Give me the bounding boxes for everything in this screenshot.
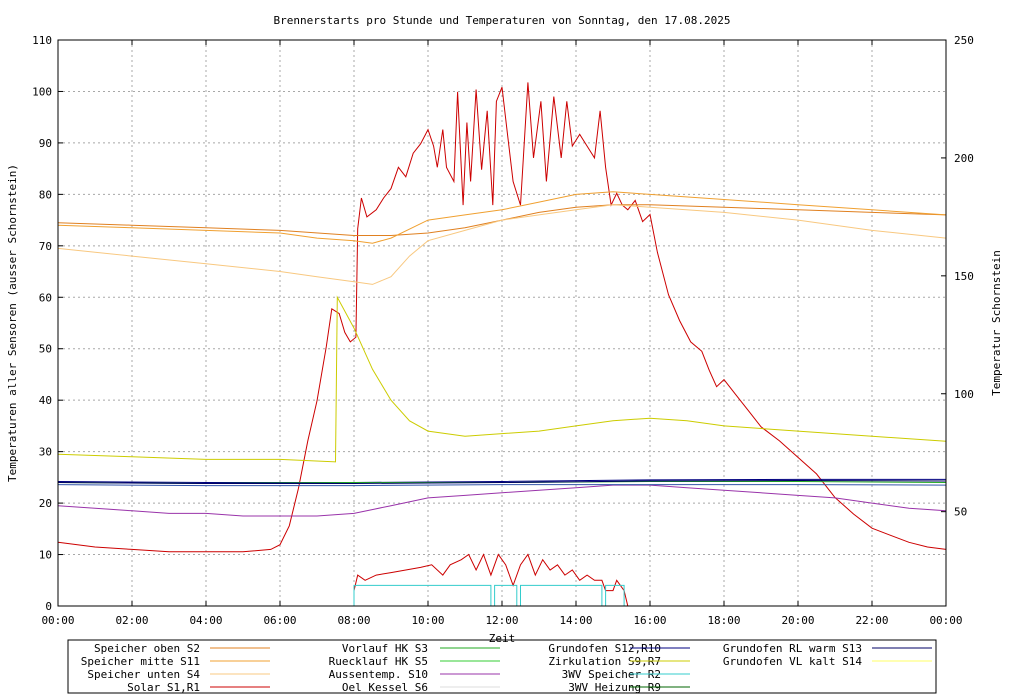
legend-label-2: Speicher unten S4 (87, 668, 200, 681)
y2-tick-label: 250 (954, 34, 974, 47)
x-tick-label: 08:00 (337, 614, 370, 627)
series-line-5 (57, 295, 947, 463)
y-tick-label: 0 (45, 600, 52, 613)
x-tick-label: 00:00 (929, 614, 962, 627)
legend-label-11: 3WV Heizung R9 (568, 681, 661, 694)
plot-frame (57, 39, 947, 607)
series-line-7 (57, 478, 946, 483)
series-group (57, 82, 947, 607)
y2-tick-label: 100 (954, 388, 974, 401)
y-tick-label: 40 (39, 394, 52, 407)
y-tick-label: 90 (39, 137, 52, 150)
chart-title: Brennerstarts pro Stunde und Temperature… (274, 14, 731, 27)
legend-label-1: Speicher mitte S11 (81, 655, 200, 668)
x-axis-label: Zeit (489, 632, 516, 645)
x-tick-label: 06:00 (263, 614, 296, 627)
series-line-3 (57, 191, 947, 244)
tick-labels: 00:00 02:00 04:00 06:00 08:00 10:00 12:00 14:00… (32, 34, 974, 627)
legend-label-5: Ruecklauf HK S5 (329, 655, 428, 668)
y-tick-label: 10 (39, 549, 52, 562)
x-tick-label: 10:00 (411, 614, 444, 627)
series-line-6 (57, 484, 947, 517)
series-line-0 (57, 82, 947, 553)
y-tick-label: 70 (39, 240, 52, 253)
legend-label-4: Vorlauf HK S3 (342, 642, 428, 655)
series-line-4 (57, 204, 947, 285)
x-tick-label: 16:00 (633, 614, 666, 627)
series-line-11 (353, 584, 625, 607)
x-tick-label: 02:00 (115, 614, 148, 627)
legend-label-6: Aussentemp. S10 (329, 668, 428, 681)
legend-label-10: 3WV Speicher R2 (562, 668, 661, 681)
x-tick-label: 18:00 (707, 614, 740, 627)
legend-label-3: Solar S1,R1 (127, 681, 200, 694)
legend-label-0: Speicher oben S2 (94, 642, 200, 655)
y-tick-label: 100 (32, 85, 52, 98)
legend-label-12: Grundofen RL warm S13 (723, 642, 862, 655)
x-tick-label: 22:00 (855, 614, 888, 627)
y2-tick-label: 50 (954, 506, 967, 519)
legend-box (67, 639, 937, 694)
y-tick-label: 30 (39, 446, 52, 459)
x-tick-label: 12:00 (485, 614, 518, 627)
grid-lines (57, 39, 947, 607)
y2-axis-label: Temperatur Schornstein (990, 250, 1003, 396)
x-tick-label: 04:00 (189, 614, 222, 627)
legend-label-13: Grundofen VL kalt S14 (723, 655, 862, 668)
y-tick-label: 60 (39, 291, 52, 304)
x-tick-label: 00:00 (41, 614, 74, 627)
series-line-10 (57, 479, 947, 484)
x-tick-label: 14:00 (559, 614, 592, 627)
y-tick-label: 20 (39, 497, 52, 510)
y-tick-label: 110 (32, 34, 52, 47)
y2-tick-label: 200 (954, 152, 974, 165)
y2-tick-label: 150 (954, 270, 974, 283)
y-tick-label: 80 (39, 188, 52, 201)
legend-label-9: Zirkulation S9,R7 (548, 655, 661, 668)
y-axis-label: Temperaturen aller Sensoren (ausser Scho… (6, 164, 19, 482)
x-tick-label: 20:00 (781, 614, 814, 627)
y-tick-label: 50 (39, 343, 52, 356)
series-line-9 (57, 484, 947, 487)
legend-label-8: Grundofen S12,R10 (548, 642, 661, 655)
legend-label-7: Oel Kessel S6 (342, 681, 428, 694)
